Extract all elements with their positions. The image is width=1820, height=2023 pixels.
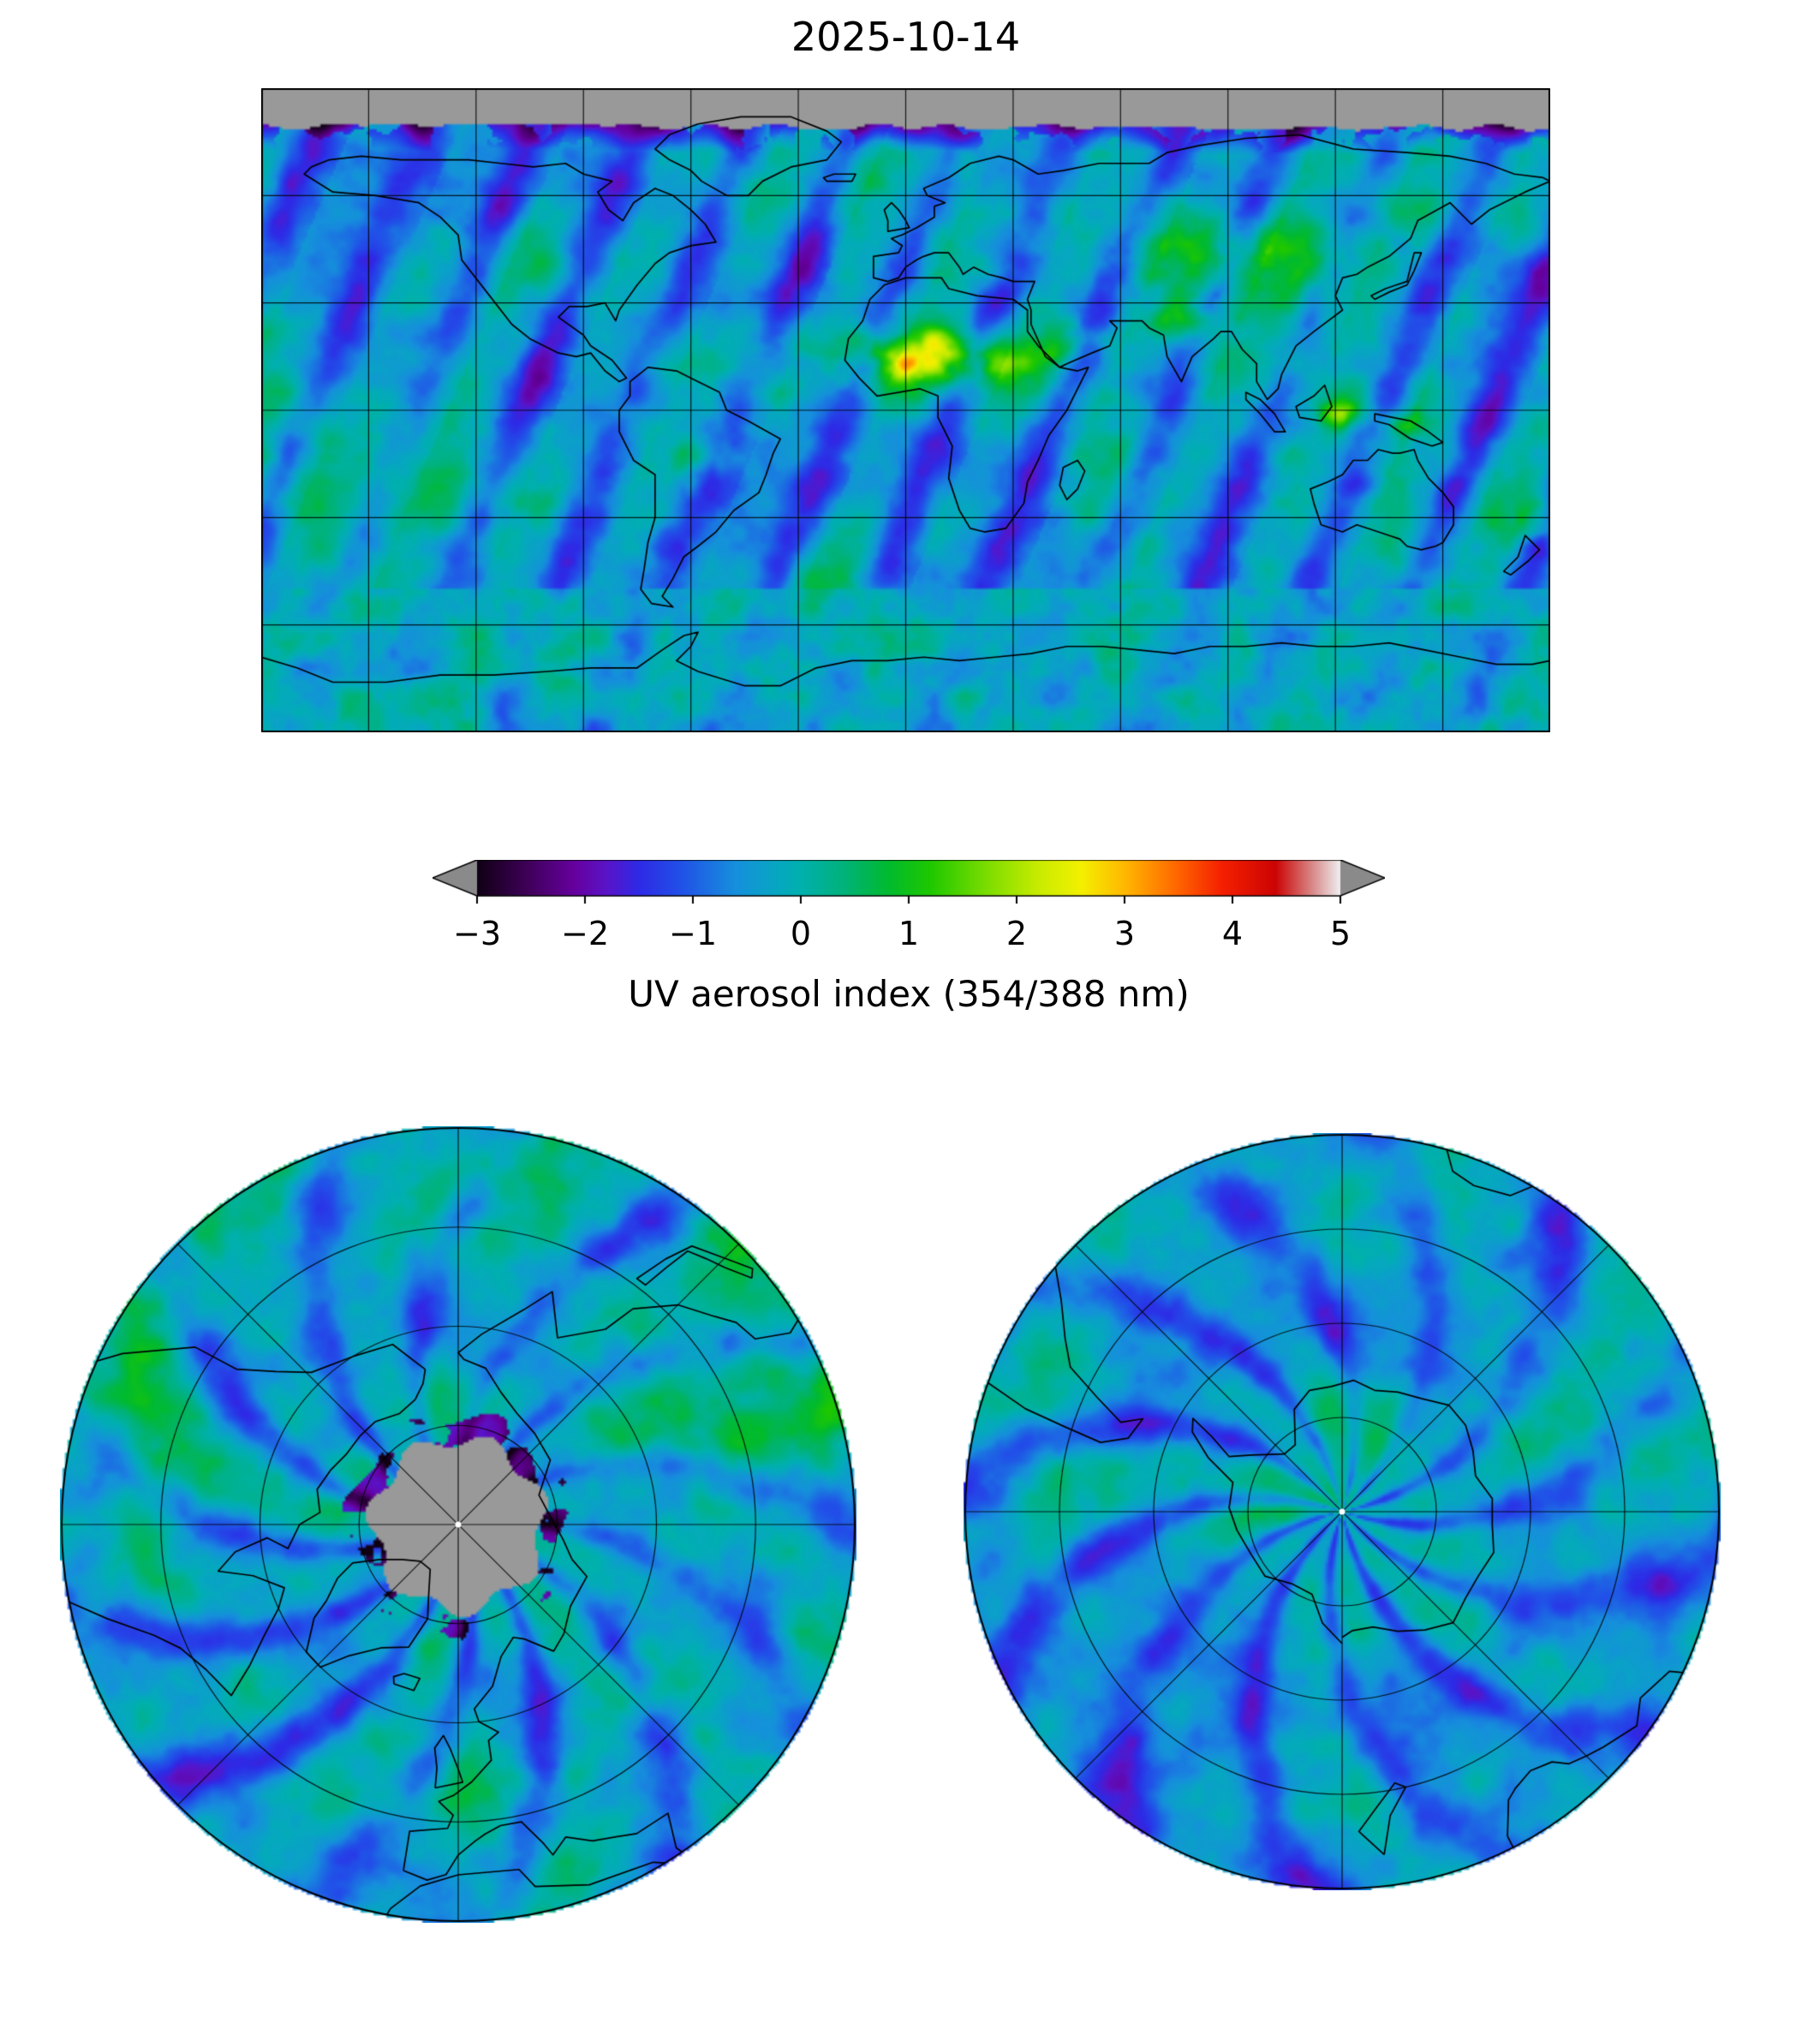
colorbar-tick-label: 2	[1005, 915, 1028, 952]
colorbar-label: UV aerosol index (354/388 nm)	[628, 973, 1190, 1015]
colorbar-tick-label: 5	[1329, 915, 1352, 952]
colorbar-tick-label: 1	[898, 915, 920, 952]
figure-title: 2025-10-14	[791, 14, 1021, 60]
colorbar-tick-label: 4	[1221, 915, 1244, 952]
colorbar-tick-label: 0	[790, 915, 812, 952]
colorbar	[433, 860, 1385, 908]
colorbar-tick-label: 3	[1113, 915, 1136, 952]
colorbar-tick-label: −3	[452, 915, 502, 952]
colorbar-tick-label: −2	[560, 915, 610, 952]
colorbar-tick-label: −1	[668, 915, 718, 952]
colorbar-tick-labels: −3 −2 −1 0 1 2 3 4 5	[433, 915, 1385, 956]
north-polar-map	[60, 1126, 856, 1923]
global-aerosol-map	[261, 88, 1550, 732]
south-polar-map	[964, 1133, 1721, 1890]
